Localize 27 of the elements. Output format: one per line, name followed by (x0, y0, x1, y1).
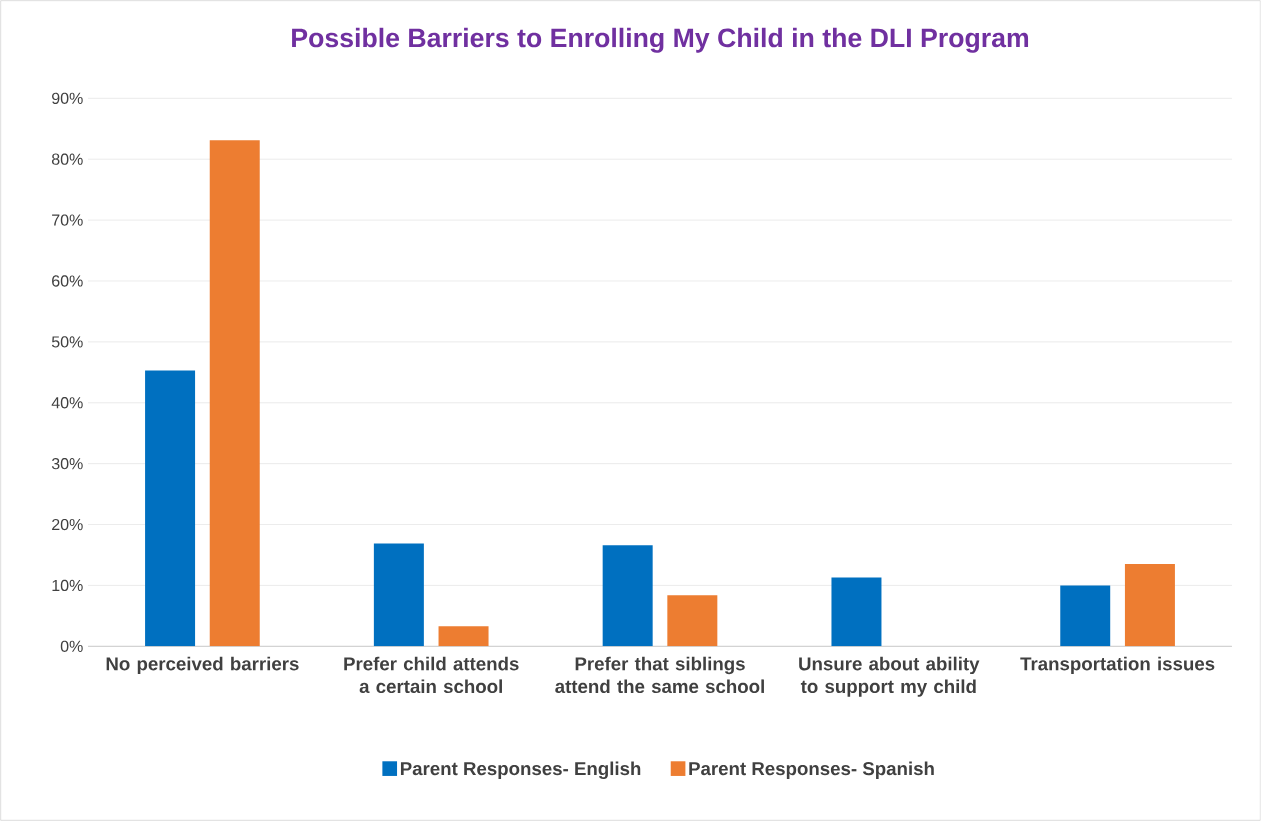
y-tick-label: 90% (52, 92, 83, 104)
bar (438, 626, 489, 647)
y-tick-label: 60% (52, 275, 83, 287)
legend-label: Parent Responses- Spanish (689, 761, 934, 779)
y-tick-label: 10% (52, 579, 83, 592)
y-tick-label: 30% (51, 458, 83, 470)
bar (145, 370, 196, 647)
legend-label: Parent Responses- English (400, 761, 641, 779)
y-tick-label: 80% (51, 153, 83, 165)
x-tick-label: Transportation issues (1020, 656, 1215, 675)
x-tick-label: No perceived barriers (106, 656, 299, 675)
y-tick-label: 50% (51, 336, 83, 348)
x-tick-label: Prefer child attends a certain school (344, 656, 519, 694)
y-tick-label: 20% (52, 518, 83, 531)
y-tick-label: 40% (51, 397, 83, 409)
x-tick-label: Prefer that siblings attend the same school (555, 656, 764, 694)
bar (602, 545, 653, 647)
bar (1060, 585, 1111, 647)
bar (1124, 564, 1175, 647)
bar (209, 140, 260, 647)
y-tick-label: 0% (60, 640, 83, 652)
y-tick-label: 70% (52, 214, 83, 226)
bar (667, 595, 718, 647)
bar (831, 577, 882, 647)
x-tick-label: Unsure about ability to support my child (799, 656, 980, 697)
chart-title: Possible Barriers to Enrolling My Child in the DLI Program (292, 27, 1029, 53)
bar (373, 543, 424, 647)
